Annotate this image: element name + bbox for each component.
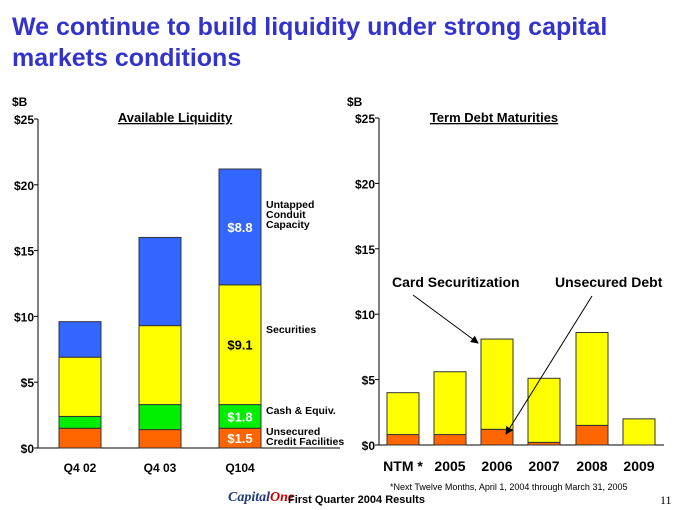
series-label: Conduit: [266, 209, 306, 221]
x-tick-label: 2005: [434, 458, 465, 474]
data-label: $1.5: [227, 431, 252, 446]
bar-segment: [58, 415, 102, 429]
y-tick-label: $10: [355, 308, 375, 322]
bar-segment: [433, 434, 467, 446]
y-tick-label: $20: [355, 177, 375, 191]
bar-segment: [138, 325, 182, 406]
annotation-card-securitization: Card Securitization: [392, 274, 520, 290]
series-label: Untapped: [266, 199, 314, 211]
bar-segment: [58, 356, 102, 417]
data-label: $1.8: [227, 409, 252, 424]
y-tick-label: $5: [362, 374, 376, 388]
bar-segment: [138, 236, 182, 327]
capital-one-logo: CapitalOne: [228, 490, 295, 505]
bar-segment: [527, 377, 561, 443]
series-label: Credit Facilities: [266, 436, 344, 448]
y-tick-label: $0: [21, 442, 35, 456]
data-label: $9.1: [227, 338, 252, 353]
arrow: [505, 295, 593, 435]
data-label: $8.8: [227, 220, 252, 235]
x-tick-label: 2008: [576, 458, 607, 474]
y-tick-label: $5: [21, 376, 35, 390]
bar-segment: [480, 428, 514, 446]
footnote: *Next Twelve Months, April 1, 2004 throu…: [390, 482, 628, 492]
bar-segment: [138, 429, 182, 449]
y-unit-label: $B: [347, 95, 363, 109]
bar-segment: [622, 418, 656, 446]
series-label: Cash & Equiv.: [266, 405, 336, 417]
x-tick-label: 2007: [528, 458, 559, 474]
bar-segment: [480, 338, 514, 430]
series-label: Securities: [266, 324, 316, 336]
x-tick-label: 2009: [623, 458, 654, 474]
chart-title: Term Debt Maturities: [430, 110, 558, 125]
chart-title: Available Liquidity: [118, 110, 233, 125]
bar-segment: [386, 392, 420, 436]
y-unit-label: $B: [12, 95, 28, 109]
arrow: [412, 294, 479, 344]
footer-text: First Quarter 2004 Results: [288, 494, 425, 506]
page-number: 11: [660, 493, 672, 507]
series-label: Unsecured: [266, 426, 320, 438]
y-tick-label: $25: [14, 113, 34, 127]
bar-segment: [218, 284, 262, 406]
y-tick-label: $20: [14, 179, 34, 193]
bar-segment: [58, 321, 102, 358]
x-tick-label: 2006: [481, 458, 512, 474]
x-tick-label: NTM *: [383, 458, 423, 474]
slide-title: We continue to build liquidity under str…: [12, 13, 608, 72]
series-label: Capacity: [266, 219, 310, 231]
y-tick-label: $15: [14, 245, 34, 259]
annotation-unsecured-debt: Unsecured Debt: [555, 274, 663, 290]
x-tick-label: Q4 02: [64, 461, 97, 475]
bar-segment: [386, 434, 420, 446]
bar-segment: [575, 332, 609, 426]
bar-segment: [575, 424, 609, 446]
bar-segment: [218, 168, 262, 286]
bar-segment: [58, 427, 102, 449]
x-tick-label: Q104: [225, 461, 255, 475]
bar-segment: [138, 404, 182, 431]
bar-segment: [433, 371, 467, 436]
y-tick-label: $15: [355, 243, 375, 257]
y-tick-label: $25: [355, 112, 375, 126]
x-tick-label: Q4 03: [144, 461, 177, 475]
y-tick-label: $0: [362, 439, 376, 453]
y-tick-label: $10: [14, 310, 34, 324]
